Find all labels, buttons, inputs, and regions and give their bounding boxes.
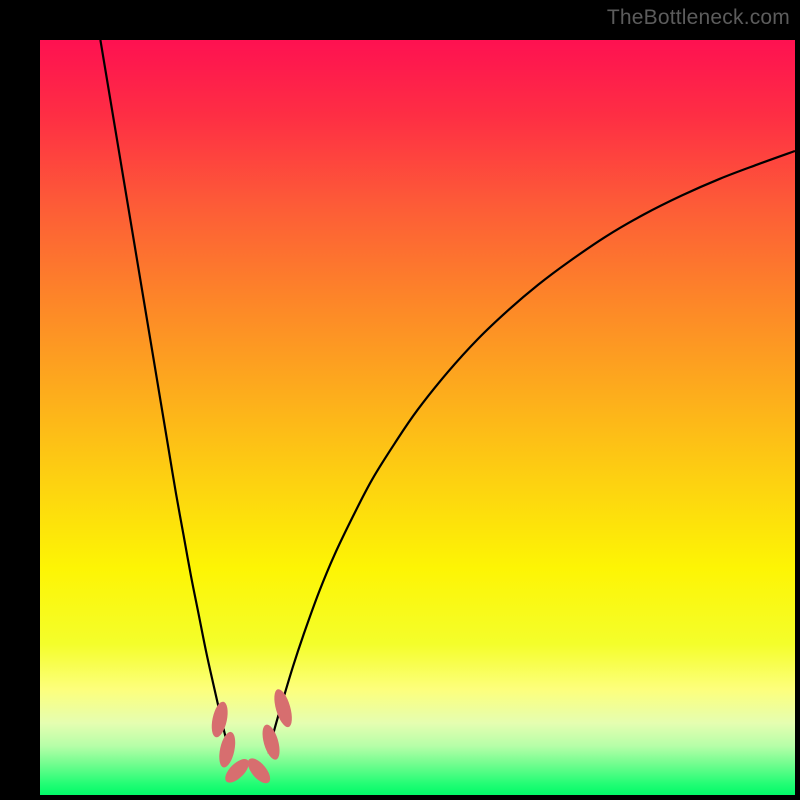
watermark-text: TheBottleneck.com	[607, 6, 790, 30]
curve-left-descending	[100, 40, 230, 753]
curve-right-ascending	[269, 151, 795, 753]
valley-lobe-markers	[209, 687, 296, 787]
chart-curves	[40, 40, 795, 795]
plot-area	[40, 40, 795, 795]
